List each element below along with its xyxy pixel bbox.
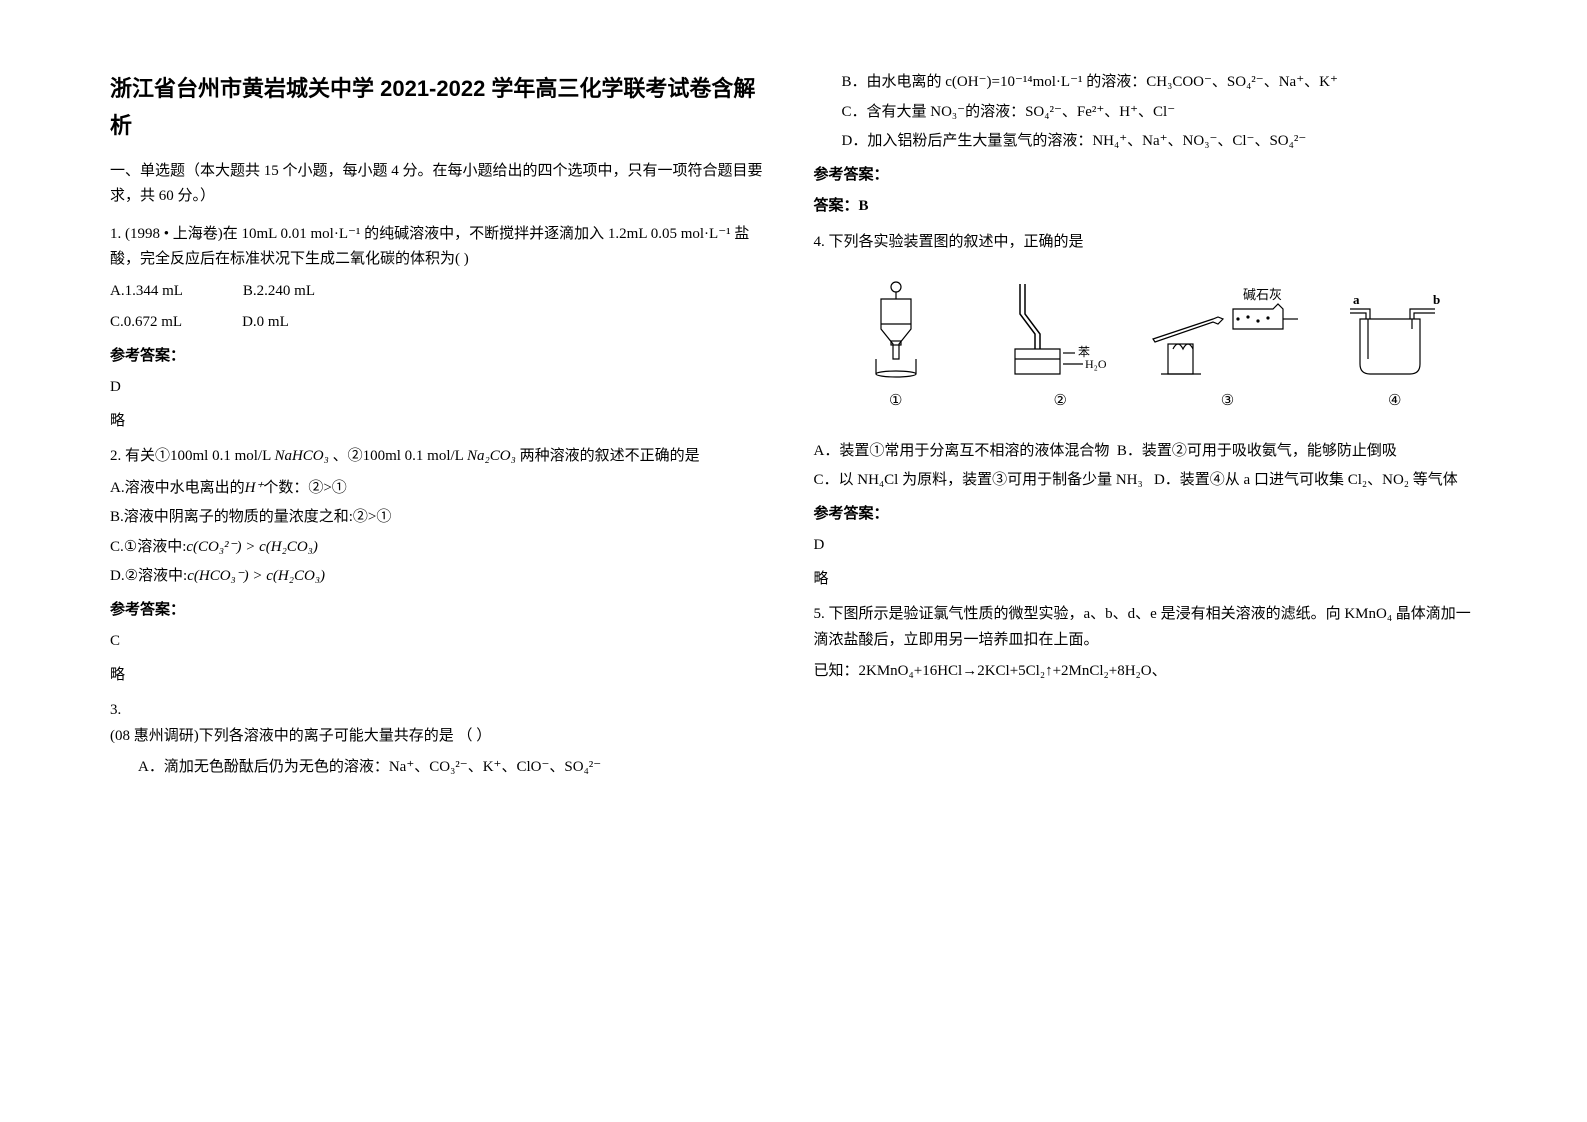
q2-formula2: Na₂CO₃ (467, 448, 516, 464)
gas-collection-icon: a b (1345, 279, 1445, 389)
diagram-2: 苯 H₂O ② (978, 279, 1143, 415)
diagram-4-a-label: a (1353, 292, 1360, 307)
diagram-4-label: ④ (1388, 389, 1401, 415)
q3-opt-a: A．滴加无色酚酞后仍为无色的溶液：Na⁺、CO₃²⁻、K⁺、ClO⁻、SO₄²⁻ (110, 755, 774, 781)
question-5: 5. 下图所示是验证氯气性质的微型实验，a、b、d、e 是浸有相关溶液的滤纸。向… (814, 602, 1478, 685)
q3-opt-b: B．由水电离的 c(OH⁻)=10⁻¹⁴mol·L⁻¹ 的溶液：CH₃COO⁻、… (814, 70, 1478, 96)
q2-c-formula: c(CO₃²⁻) > c(H₂CO₃) (186, 539, 317, 555)
q1-opt-d: D.0 mL (242, 310, 289, 336)
absorption-setup-icon: 苯 H₂O (1005, 279, 1115, 389)
question-1: 1. (1998 • 上海卷)在 10mL 0.01 mol·L⁻¹ 的纯碱溶液… (110, 222, 774, 435)
q2-text: 2. 有关①100ml 0.1 mol/L NaHCO₃ 、②100ml 0.1… (110, 444, 774, 470)
diagram-2-water-label: H₂O (1085, 357, 1107, 371)
q1-opt-a: A.1.344 mL (110, 279, 183, 305)
q4-opts-cd: C．以 NH₄Cl 为原料，装置③可用于制备少量 NH₃ D．装置④从 a 口进… (814, 468, 1478, 494)
q5-text: 5. 下图所示是验证氯气性质的微型实验，a、b、d、e 是浸有相关溶液的滤纸。向… (814, 602, 1478, 653)
q3-opt-d: D．加入铝粉后产生大量氢气的溶液：NH₄⁺、Na⁺、NO₃⁻、Cl⁻、SO₄²⁻ (814, 129, 1478, 155)
diagram-3: 碱石灰 ③ (1143, 279, 1313, 415)
q3-answer-label: 参考答案： (814, 163, 1478, 189)
diagram-1-label: ① (889, 389, 902, 415)
q4-opt-c: C．以 NH₄Cl 为原料，装置③可用于制备少量 NH₃ (814, 472, 1143, 488)
q3-num: 3. (110, 698, 774, 724)
q2-formula1: NaHCO₃ (274, 448, 328, 464)
heating-tube-icon: 碱石灰 (1143, 279, 1313, 389)
diagram-2-label: ② (1054, 389, 1067, 415)
q2-c-prefix: C.①溶液中: (110, 539, 186, 555)
question-3: 3. (08 惠州调研)下列各溶液中的离子可能大量共存的是 （ ） A．滴加无色… (110, 698, 774, 781)
q2-note: 略 (110, 663, 774, 689)
q1-note: 略 (110, 409, 774, 435)
q2-a-suffix: 个数：②>① (263, 480, 346, 496)
q4-answer-label: 参考答案： (814, 502, 1478, 528)
q4-opt-a: A．装置①常用于分离互不相溶的液体混合物 (814, 443, 1110, 459)
exam-title: 浙江省台州市黄岩城关中学 2021-2022 学年高三化学联考试卷含解析 (110, 70, 774, 145)
q2-answer-label: 参考答案： (110, 598, 774, 624)
q4-opt-b: B．装置②可用于吸收氨气，能够防止倒吸 (1117, 443, 1397, 459)
q2-opt-d: D.②溶液中:c(HCO₃⁻) > c(H₂CO₃) (110, 564, 774, 590)
q1-text: 1. (1998 • 上海卷)在 10mL 0.01 mol·L⁻¹ 的纯碱溶液… (110, 222, 774, 273)
q1-answer: D (110, 375, 774, 401)
diagram-3-label: ③ (1221, 389, 1234, 415)
diagram-1: ① (814, 279, 979, 415)
q1-opt-b: B.2.240 mL (243, 279, 315, 305)
q2-d-prefix: D.②溶液中: (110, 568, 187, 584)
diagram-3-label-text: 碱石灰 (1243, 287, 1282, 302)
q2-answer: C (110, 629, 774, 655)
q1-opt-c: C.0.672 mL (110, 310, 182, 336)
q3-ans-val: B (859, 198, 869, 214)
q2-a-prefix: A.溶液中水电离出的 (110, 480, 245, 496)
q4-answer: D (814, 533, 1478, 559)
q2-opt-b: B.溶液中阴离子的物质的量浓度之和:②>① (110, 505, 774, 531)
q3-answer: 答案：B (814, 194, 1478, 220)
q4-diagrams: ① 苯 H₂O ② (814, 271, 1478, 423)
q1-answer-label: 参考答案： (110, 344, 774, 370)
question-2: 2. 有关①100ml 0.1 mol/L NaHCO₃ 、②100ml 0.1… (110, 444, 774, 688)
q2-a-formula: H⁺ (245, 480, 264, 496)
q2-suffix: 两种溶液的叙述不正确的是 (516, 448, 700, 464)
q3-ans-prefix: 答案： (814, 198, 859, 214)
q2-mid: 、②100ml 0.1 mol/L (329, 448, 467, 464)
diagram-4-b-label: b (1433, 292, 1440, 307)
q2-prefix: 2. 有关①100ml 0.1 mol/L (110, 448, 274, 464)
q2-opt-a: A.溶液中水电离出的H⁺个数：②>① (110, 476, 774, 502)
q4-opts-ab: A．装置①常用于分离互不相溶的液体混合物 B．装置②可用于吸收氨气，能够防止倒吸 (814, 439, 1478, 465)
question-4: 4. 下列各实验装置图的叙述中，正确的是 ① (814, 230, 1478, 593)
q3-text: (08 惠州调研)下列各溶液中的离子可能大量共存的是 （ ） (110, 724, 774, 750)
q4-opt-d: D．装置④从 a 口进气可收集 Cl₂、NO₂ 等气体 (1154, 472, 1458, 488)
q4-note: 略 (814, 567, 1478, 593)
section-header: 一、单选题（本大题共 15 个小题，每小题 4 分。在每小题给出的四个选项中，只… (110, 159, 774, 210)
q4-text: 4. 下列各实验装置图的叙述中，正确的是 (814, 230, 1478, 256)
question-3-cont: B．由水电离的 c(OH⁻)=10⁻¹⁴mol·L⁻¹ 的溶液：CH₃COO⁻、… (814, 70, 1478, 220)
q2-opt-c: C.①溶液中:c(CO₃²⁻) > c(H₂CO₃) (110, 535, 774, 561)
diagram-4: a b ④ (1313, 279, 1478, 415)
q3-opt-c: C．含有大量 NO₃⁻的溶液：SO₄²⁻、Fe²⁺、H⁺、Cl⁻ (814, 100, 1478, 126)
q5-known: 已知：2KMnO₄+16HCl→2KCl+5Cl₂↑+2MnCl₂+8H₂O、 (814, 659, 1478, 685)
separating-funnel-icon (851, 279, 941, 389)
q2-d-formula: c(HCO₃⁻) > c(H₂CO₃) (187, 568, 325, 584)
